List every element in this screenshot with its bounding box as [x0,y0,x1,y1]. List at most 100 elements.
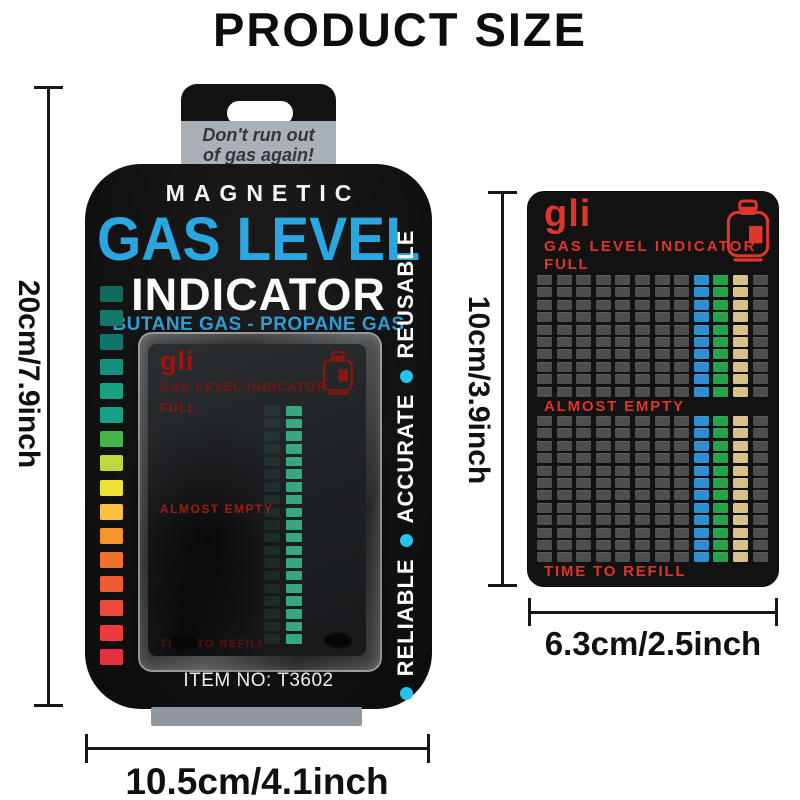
grid-cell [693,428,709,439]
grid-cell [576,374,592,385]
grid-cell [713,386,729,397]
grid-cell [615,299,631,310]
grid-cell [713,275,729,285]
item-number: ITEM NO: T3602 [183,670,334,691]
grid-cell [556,539,572,550]
indicator-grid-bottom [537,416,768,563]
product-package: MAGNETIC GAS LEVEL INDICATOR BUTANE GAS … [85,164,432,709]
package-height-label: 20cm/7.9inch [12,279,45,469]
grid-cell [674,490,690,501]
grid-cell [595,465,611,476]
scale-square [100,503,123,520]
grid-cell [595,374,611,385]
grid-cell [634,539,650,550]
grid-cell [713,490,729,501]
color-scale-strip [100,286,123,665]
grid-cell [576,453,592,464]
grid-cell [537,324,552,335]
grid-cell [556,374,572,385]
blister-square [264,418,280,429]
grid-cell [595,361,611,372]
grid-cell [537,465,552,476]
grid-cell [713,539,729,550]
blister-square [264,431,280,441]
card-width-cap-left [528,598,531,626]
grid-cell [615,539,631,550]
blister-square [264,494,280,505]
blister-square [286,469,302,479]
grid-cell [732,453,748,464]
card-width-cap-right [775,598,778,626]
grid-cell [732,416,748,426]
blister-green-column [286,406,302,644]
grid-cell [693,374,709,385]
blister-bubble: gli GAS LEVEL INDICATOR FULL ALMOST EMPT… [138,332,382,672]
grid-cell [615,312,631,323]
grid-cell [693,440,709,451]
grid-cell [615,386,631,397]
package-height-line [47,87,50,706]
grid-cell [595,324,611,335]
grid-cell [595,502,611,513]
hang-tab: Don't run out of gas again! [181,84,336,174]
grid-cell [654,539,670,550]
side-claim-text: REUSABLE [393,229,418,359]
grid-cell [595,527,611,538]
grid-cell [615,287,631,298]
grid-cell [654,324,670,335]
grid-cell [576,336,592,347]
grid-cell [556,416,572,426]
grid-cell [615,428,631,439]
grid-cell [732,361,748,372]
grid-cell [752,552,768,563]
grid-cell [732,336,748,347]
grid-cell [634,453,650,464]
blister-square [286,494,302,505]
scale-square [100,600,123,617]
grid-cell [713,361,729,372]
grid-cell [713,515,729,526]
scale-square [100,286,123,302]
package-height-cap-bottom [34,704,63,707]
grid-cell [556,490,572,501]
grid-cell [576,477,592,488]
grid-cell [634,440,650,451]
grid-cell [674,428,690,439]
gas-types-label: BUTANE GAS - PROPANE GAS [112,314,405,335]
inner-full-label: FULL [160,401,197,415]
grid-cell [576,490,592,501]
grid-cell [576,312,592,323]
grid-cell [654,299,670,310]
grid-cell [537,490,552,501]
blister-square [286,482,302,492]
grid-cell [595,349,611,360]
blister-square [286,520,302,530]
scale-square [100,334,123,351]
grid-cell [752,416,768,426]
scale-square [100,455,123,472]
package-base-strip [151,707,362,726]
tab-slogan-line1: Don't run out [202,125,315,145]
blister-square [264,634,280,644]
grid-cell [732,539,748,550]
blister-faint-column [264,406,280,644]
card-height-label: 10cm/3.9inch [462,295,495,485]
grid-cell [634,324,650,335]
grid-cell [693,490,709,501]
grid-cell [674,386,690,397]
grid-cell [752,299,768,310]
grid-cell [693,552,709,563]
grid-cell [634,502,650,513]
grid-cell [674,453,690,464]
grid-cell [615,527,631,538]
grid-cell [634,287,650,298]
grid-cell [537,349,552,360]
grid-cell [654,527,670,538]
grid-cell [674,552,690,563]
grid-cell [576,440,592,451]
grid-cell [674,527,690,538]
grid-cell [654,490,670,501]
inner-card-title: GAS LEVEL INDICATOR [160,380,328,394]
grid-cell [674,539,690,550]
grid-cell [556,453,572,464]
